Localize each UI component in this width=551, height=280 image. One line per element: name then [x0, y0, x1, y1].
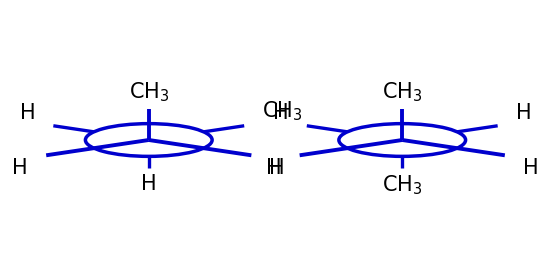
Text: H: H: [20, 103, 35, 123]
Text: H: H: [269, 158, 285, 178]
Text: H: H: [13, 158, 28, 178]
Text: H: H: [273, 103, 289, 123]
Text: CH$_3$: CH$_3$: [382, 80, 423, 104]
Text: CH$_3$: CH$_3$: [382, 174, 423, 197]
Text: H: H: [141, 174, 156, 194]
Text: CH$_3$: CH$_3$: [262, 99, 303, 123]
Text: CH$_3$: CH$_3$: [128, 80, 169, 104]
Text: H: H: [516, 103, 531, 123]
Text: H: H: [523, 158, 538, 178]
Text: H: H: [266, 158, 282, 178]
